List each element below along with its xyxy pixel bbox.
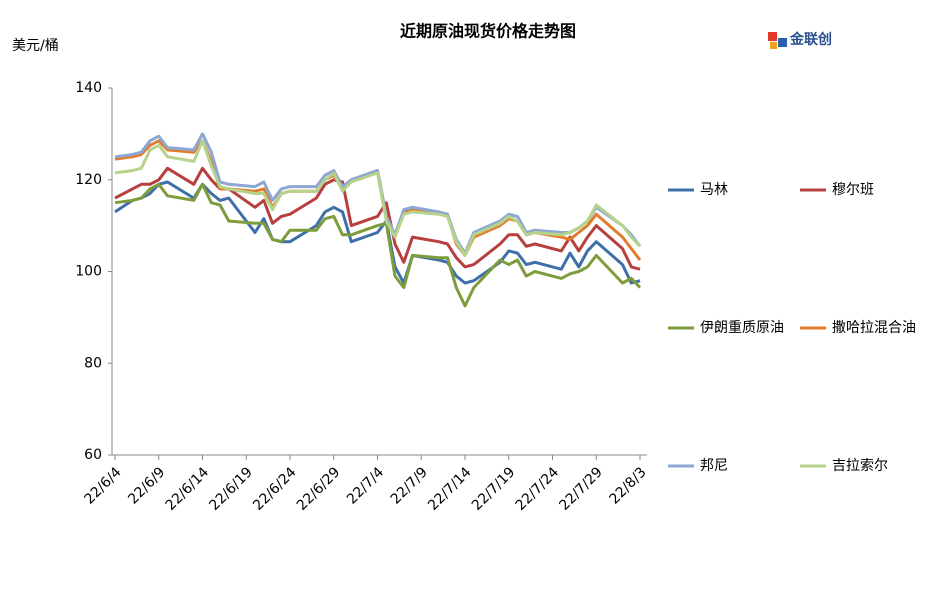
y-tick-label: 140 <box>75 80 102 96</box>
legend-label: 伊朗重质原油 <box>700 320 784 336</box>
logo-icon <box>770 42 777 49</box>
series-line <box>114 139 642 257</box>
chart-title: 近期原油现货价格走势图 <box>400 22 576 41</box>
logo: 金联创 <box>768 31 832 49</box>
legend-label: 吉拉索尔 <box>832 457 888 474</box>
y-tick-label: 60 <box>84 447 102 463</box>
y-tick-label: 120 <box>75 172 102 188</box>
legend-label: 撒哈拉混合油 <box>832 320 916 336</box>
y-tick-label: 100 <box>75 264 102 280</box>
logo-text: 金联创 <box>789 31 832 48</box>
legend-label: 马林 <box>700 182 728 198</box>
legend-label: 邦尼 <box>700 458 728 474</box>
y-tick-label: 80 <box>84 355 102 371</box>
series-line <box>114 166 641 271</box>
logo-icon <box>778 38 787 47</box>
series-line <box>114 182 642 308</box>
logo-icon <box>768 32 777 41</box>
legend-label: 穆尔班 <box>832 182 874 198</box>
y-axis-label: 美元/桶 <box>12 38 59 54</box>
